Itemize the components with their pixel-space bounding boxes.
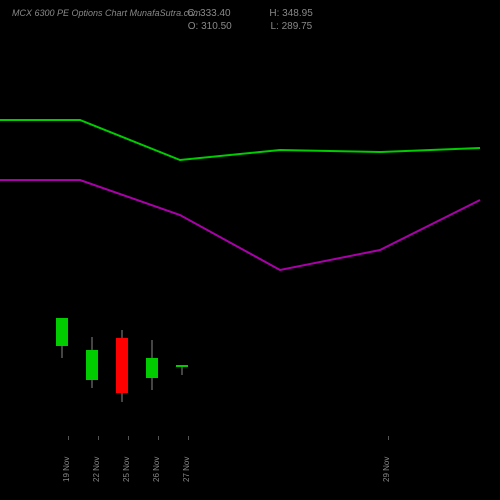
x-tick-mark — [98, 436, 99, 440]
candle-body — [86, 350, 98, 380]
open-value: O: 310.50 — [188, 21, 232, 32]
x-axis: 19 Nov 22 Nov 25 Nov 26 Nov 27 Nov 29 Nov — [0, 442, 500, 482]
x-tick-mark — [158, 436, 159, 440]
x-tick-label: 26 Nov — [152, 457, 161, 482]
lower-band-line — [0, 180, 480, 270]
low-value: L: 289.75 — [271, 21, 313, 32]
close-value: C: 333.40 — [187, 8, 230, 19]
x-tick-label: 25 Nov — [122, 457, 131, 482]
candlestick-series — [56, 318, 188, 402]
x-tick-mark — [68, 436, 69, 440]
high-value: H: 348.95 — [269, 8, 312, 19]
x-tick-label: 27 Nov — [182, 457, 191, 482]
x-tick-label: 22 Nov — [92, 457, 101, 482]
candle-body — [116, 338, 128, 393]
candle-body — [146, 358, 158, 378]
x-tick-mark — [388, 436, 389, 440]
x-tick-mark — [128, 436, 129, 440]
candle-body — [56, 318, 68, 346]
candle-body — [176, 365, 188, 367]
upper-band-line — [0, 120, 480, 160]
x-tick-label: 29 Nov — [382, 457, 391, 482]
x-tick-mark — [188, 436, 189, 440]
ohlc-summary: C: 333.40 H: 348.95 O: 310.50 L: 289.75 — [0, 8, 500, 32]
x-tick-label: 19 Nov — [62, 457, 71, 482]
price-chart — [0, 40, 500, 440]
